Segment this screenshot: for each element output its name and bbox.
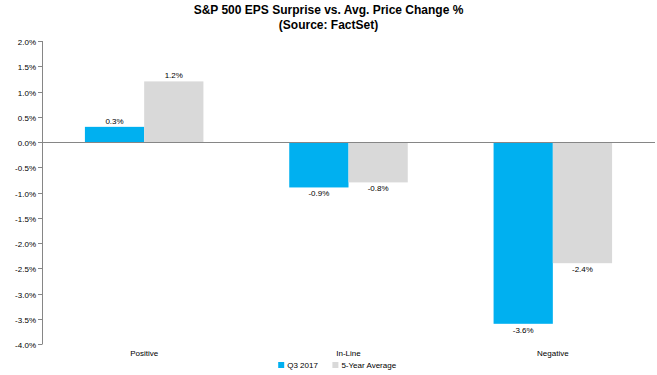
- chart: S&P 500 EPS Surprise vs. Avg. Price Chan…: [0, 0, 657, 375]
- y-tick-label: -2.5%: [15, 265, 36, 274]
- y-tick-label: -0.5%: [15, 164, 36, 173]
- legend: Q3 2017 5-Year Average: [278, 361, 396, 370]
- x-tick-label: Negative: [537, 349, 569, 358]
- y-tick: [38, 319, 43, 320]
- y-tick: [38, 41, 43, 42]
- x-tick-label: Positive: [130, 349, 159, 358]
- y-axis: [42, 41, 43, 344]
- bars: [85, 81, 612, 323]
- y-tick-label: -2.0%: [15, 240, 36, 249]
- y-tick: [38, 294, 43, 295]
- y-tick: [38, 142, 43, 143]
- bar: [144, 81, 203, 142]
- y-tick: [38, 92, 43, 93]
- legend-label: 5-Year Average: [341, 361, 396, 370]
- y-tick: [38, 344, 43, 345]
- y-tick-label: 1.5%: [18, 63, 36, 72]
- y-tick-label: 1.0%: [18, 89, 36, 98]
- bar: [349, 142, 408, 182]
- legend-swatch: [278, 362, 284, 368]
- legend-label: Q3 2017: [287, 361, 318, 370]
- y-tick-label: -3.5%: [15, 316, 36, 325]
- y-tick: [38, 66, 43, 67]
- data-label: -0.9%: [308, 189, 329, 198]
- data-label: -0.8%: [368, 184, 389, 193]
- data-label: 1.2%: [165, 71, 183, 80]
- y-tick-label: 2.0%: [18, 38, 36, 47]
- y-tick: [38, 218, 43, 219]
- data-label: -3.6%: [513, 326, 534, 335]
- y-tick-label: 0.0%: [18, 139, 36, 148]
- data-labels: 0.3% -0.9% -3.6% 1.2% -0.8% -2.4%: [105, 71, 592, 334]
- bar: [85, 127, 144, 142]
- y-tick: [38, 167, 43, 168]
- data-label: 0.3%: [105, 117, 123, 126]
- y-tick-label: -1.0%: [15, 190, 36, 199]
- bar: [494, 142, 553, 324]
- legend-swatch: [332, 362, 338, 368]
- y-tick: [38, 268, 43, 269]
- y-tick: [38, 243, 43, 244]
- y-tick-label: 0.5%: [18, 114, 36, 123]
- page: {"chart_data": { "type": "bar", "title":…: [0, 0, 657, 375]
- bar: [289, 142, 348, 187]
- title: S&P 500 EPS Surprise vs. Avg. Price Chan…: [194, 3, 464, 17]
- zero-line: [42, 142, 655, 143]
- y-tick: [38, 117, 43, 118]
- y-tick-label: -1.5%: [15, 215, 36, 224]
- data-label: -2.4%: [572, 265, 593, 274]
- y-tick-label: -3.0%: [15, 291, 36, 300]
- subtitle: (Source: FactSet): [279, 18, 378, 32]
- bar: [553, 142, 612, 263]
- x-tick-label: In-Line: [336, 349, 361, 358]
- y-tick-label: -4.0%: [15, 341, 36, 350]
- y-tick: [38, 193, 43, 194]
